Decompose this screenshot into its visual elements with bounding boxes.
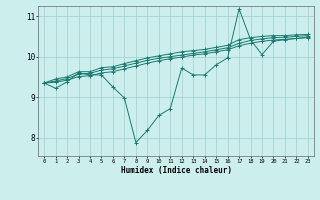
X-axis label: Humidex (Indice chaleur): Humidex (Indice chaleur) <box>121 166 231 175</box>
